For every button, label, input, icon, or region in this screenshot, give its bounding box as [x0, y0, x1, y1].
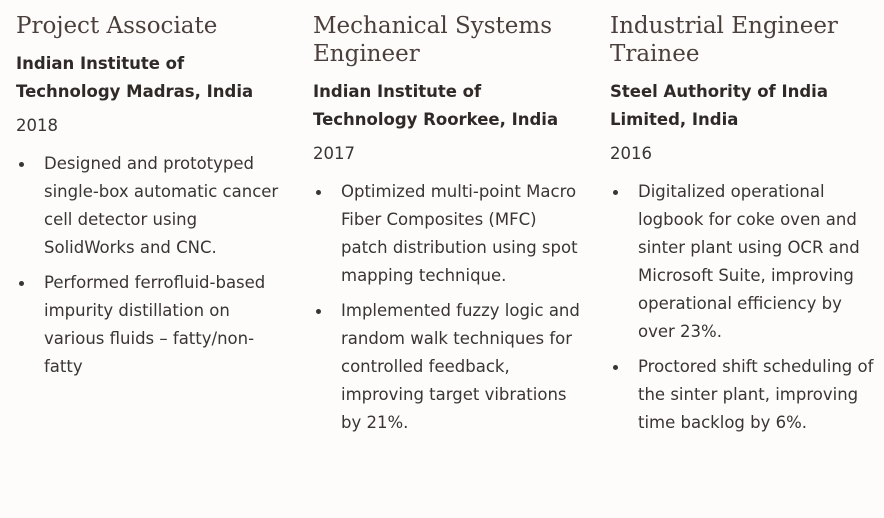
bullet-icon [316, 309, 321, 314]
bullet-icon [19, 162, 24, 167]
achievement-item: Implemented fuzzy logic and random walk … [313, 297, 584, 437]
role-title: Mechanical Systems Engineer [313, 13, 553, 67]
bullet-icon [613, 365, 618, 370]
bullet-icon [613, 190, 618, 195]
achievement-text: Implemented fuzzy logic and random walk … [341, 301, 580, 432]
achievement-item: Optimized multi-point Macro Fiber Compos… [313, 178, 584, 290]
achievement-item: Designed and prototyped single-box autom… [16, 150, 287, 262]
achievement-text: Designed and prototyped single-box autom… [44, 154, 279, 257]
achievement-list: Digitalized operational logbook for coke… [610, 178, 881, 437]
experience-entry-mechanical-systems-engineer: Mechanical Systems Engineer Indian Insti… [313, 12, 610, 444]
achievement-text: Digitalized operational logbook for coke… [638, 182, 860, 341]
year-label: 2017 [313, 144, 355, 163]
achievement-text: Performed ferrofluid-based impurity dist… [44, 273, 266, 376]
achievement-item: Digitalized operational logbook for coke… [610, 178, 881, 346]
experience-entry-industrial-engineer-trainee: Industrial Engineer Trainee Steel Author… [610, 12, 884, 444]
achievement-text: Proctored shift scheduling of the sinter… [638, 357, 874, 432]
bullet-icon [316, 190, 321, 195]
achievement-item: Proctored shift scheduling of the sinter… [610, 353, 881, 437]
role-title: Industrial Engineer Trainee [610, 13, 838, 67]
year-label: 2016 [610, 144, 652, 163]
organization-name: Steel Authority of India Limited, India [610, 82, 828, 129]
bullet-icon [19, 281, 24, 286]
experience-columns: Project Associate Indian Institute of Te… [16, 12, 884, 444]
year-label: 2018 [16, 116, 58, 135]
experience-entry-project-associate: Project Associate Indian Institute of Te… [16, 12, 313, 444]
organization-name: Indian Institute of Technology Madras, I… [16, 54, 254, 101]
organization-name: Indian Institute of Technology Roorkee, … [313, 82, 559, 129]
role-title: Project Associate [16, 13, 218, 39]
achievement-list: Optimized multi-point Macro Fiber Compos… [313, 178, 584, 437]
achievement-item: Performed ferrofluid-based impurity dist… [16, 269, 287, 381]
achievement-text: Optimized multi-point Macro Fiber Compos… [341, 182, 578, 285]
achievement-list: Designed and prototyped single-box autom… [16, 150, 287, 381]
